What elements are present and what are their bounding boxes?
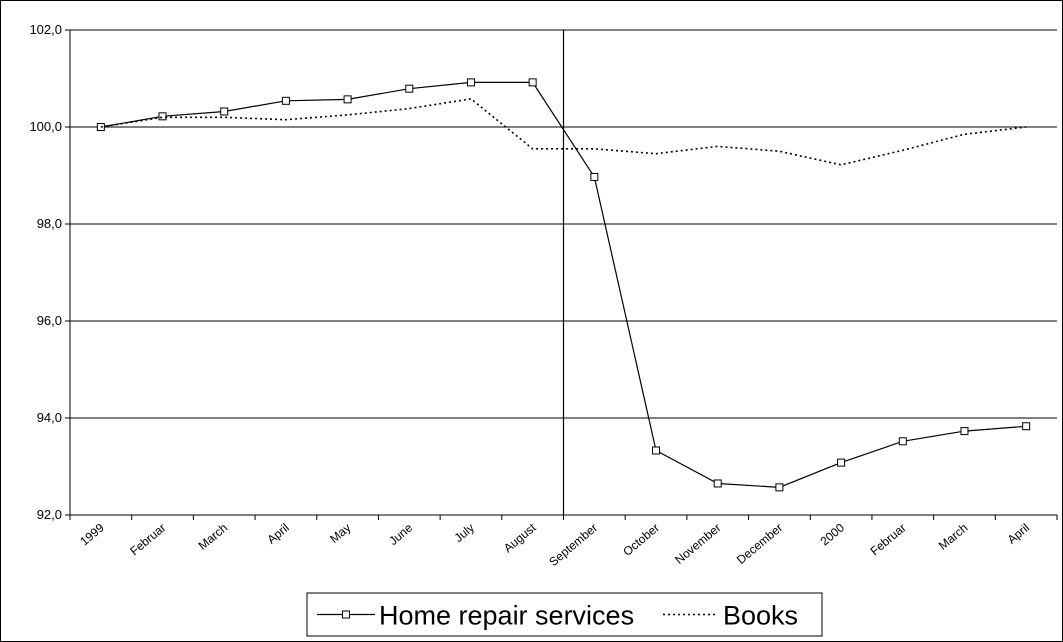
data-point	[590, 172, 599, 181]
legend-label-home-repair: Home repair services	[379, 601, 634, 631]
y-tick-label: 102,0	[29, 22, 62, 37]
legend: Home repair services Books	[306, 592, 823, 637]
x-tick-label: Februar	[868, 521, 909, 559]
data-point	[960, 427, 969, 436]
x-tick-label: April	[1005, 521, 1032, 547]
x-axis-ticks: 1999 Februar March April May June July August Se…	[77, 520, 1032, 569]
x-tick-label: March	[936, 521, 971, 553]
data-point	[775, 483, 784, 492]
data-point	[405, 84, 414, 93]
legend-label-books: Books	[723, 601, 798, 631]
x-tick-label: July	[452, 521, 477, 545]
data-point	[158, 112, 167, 121]
legend-box	[306, 592, 823, 637]
series-line-home-repair	[100, 81, 1027, 488]
axes	[65, 29, 1058, 520]
legend-marker-home-repair	[342, 610, 350, 619]
y-tick-label: 100,0	[29, 119, 62, 134]
y-tick-label: 94,0	[37, 410, 62, 425]
data-point	[837, 458, 846, 467]
data-point	[281, 96, 290, 105]
x-tick-label: March	[196, 521, 231, 553]
x-tick-label: December	[734, 521, 785, 567]
x-tick-label: 2000	[818, 520, 848, 548]
x-tick-label: September	[546, 521, 600, 569]
data-point	[528, 78, 537, 87]
y-tick-label: 96,0	[37, 313, 62, 328]
data-point	[220, 107, 229, 116]
x-tick-label: June	[386, 520, 415, 548]
data-point	[713, 479, 722, 488]
x-tick-label: November	[672, 521, 723, 567]
x-tick-label: August	[501, 520, 539, 555]
series-layer	[96, 78, 1031, 492]
data-point	[343, 95, 352, 104]
y-axis-ticks: 92,0 94,0 96,0 98,0 100,0 102,0	[29, 22, 62, 522]
y-tick-label: 98,0	[37, 216, 62, 231]
x-tick-label: October	[620, 521, 662, 559]
x-tick-label: 1999	[77, 520, 107, 548]
x-tick-label: Februar	[127, 521, 168, 559]
y-tick-label: 92,0	[37, 507, 62, 522]
x-tick-label: May	[327, 521, 353, 546]
series-line-books	[100, 98, 1027, 166]
x-tick-label: April	[264, 521, 291, 547]
data-point	[898, 437, 907, 446]
data-point	[652, 446, 661, 455]
data-point	[466, 78, 475, 87]
data-point	[1022, 422, 1031, 431]
